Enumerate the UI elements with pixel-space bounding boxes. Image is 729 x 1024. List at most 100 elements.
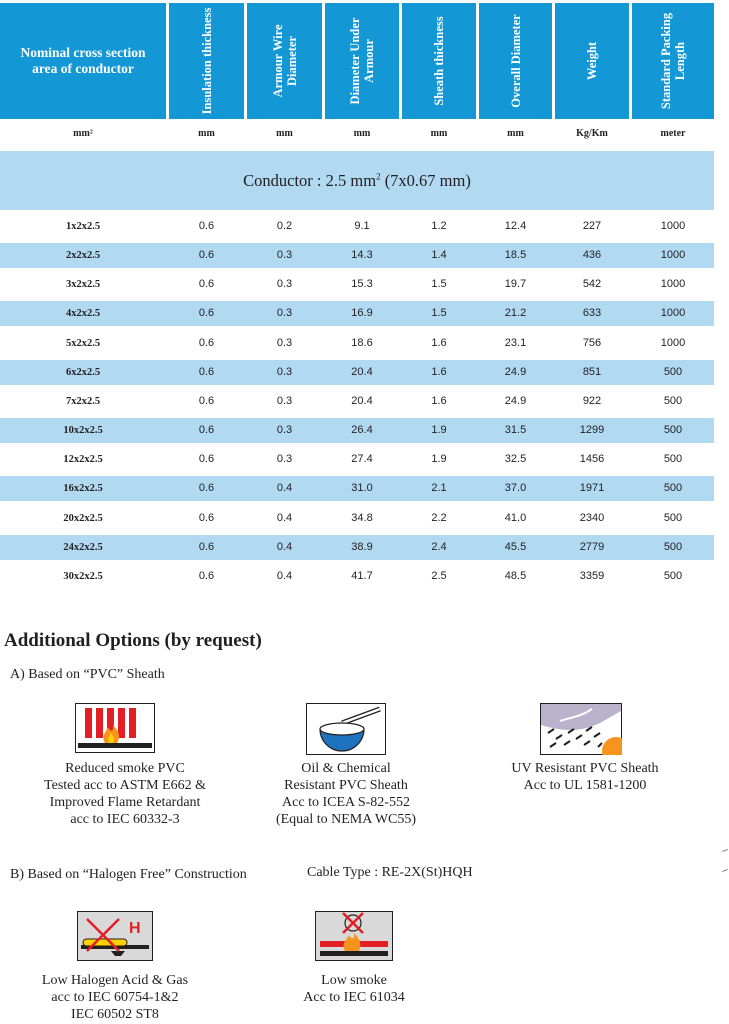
table-cell: 1.4	[431, 249, 447, 262]
conductor-band: Conductor : 2.5 mm2 (7x0.67 mm)	[0, 151, 714, 210]
table-cell: 1.6	[431, 365, 447, 378]
table-cell: 436	[582, 249, 602, 262]
table-cell: 500	[663, 424, 683, 437]
header-diameter-under-armour: Diameter Under Armour	[325, 3, 399, 119]
table-cell: 16.9	[351, 307, 373, 320]
table-row: 7x2x2.5 0.6 0.3 20.4 1.6 24.9 922 500	[0, 389, 714, 414]
table-cell: 0.4	[276, 540, 293, 553]
unit-label: meter	[660, 128, 686, 139]
table-cell: 20x2x2.5	[63, 512, 103, 524]
table-cell: 0.3	[276, 336, 293, 349]
table-cell: 0.6	[198, 569, 215, 582]
table-row: 24x2x2.5 0.6 0.4 38.9 2.4 45.5 2779 500	[0, 534, 714, 560]
table-cell: 31.5	[504, 424, 527, 437]
table-row: 3x2x2.5 0.6 0.3 15.3 1.5 19.7 542 1000	[0, 272, 714, 297]
table-cell: 2.5	[431, 569, 447, 582]
table-row: 1x2x2.5 0.6 0.2 9.1 1.2 12.4 227 1000	[0, 214, 714, 239]
table-cell: 500	[663, 569, 683, 582]
table-cell: 0.6	[198, 482, 215, 495]
header-packing-length: Standard Packing Length	[632, 3, 714, 119]
table-cell: 0.3	[276, 307, 293, 320]
table-cell: 2779	[579, 540, 605, 553]
section-b-label: B) Based on “Halogen Free” Construction	[10, 867, 247, 882]
table-cell: 500	[663, 365, 683, 378]
section-a-label: A) Based on “PVC” Sheath	[10, 667, 165, 682]
table-cell: 1000	[660, 249, 686, 262]
table-cell: 0.6	[198, 307, 215, 320]
uv-resistant-icon	[540, 703, 622, 755]
table-cell: 20.4	[351, 365, 373, 378]
header-overall-diameter: Overall Diameter	[479, 3, 552, 119]
table-cell: 0.4	[276, 511, 293, 524]
table-cell: 10x2x2.5	[63, 425, 103, 437]
table-cell: 2.1	[431, 482, 447, 495]
table-cell: 1456	[579, 453, 605, 466]
table-cell: 0.6	[198, 249, 215, 262]
table-cell: 34.8	[351, 511, 373, 524]
table-cell: 0.3	[276, 424, 293, 437]
table-cell: 1000	[660, 220, 686, 232]
table-cell: 1000	[660, 336, 686, 349]
header-insulation: Insulation thickness	[169, 3, 244, 119]
table-cell: 1299	[579, 424, 605, 437]
unit-label: mm	[430, 128, 448, 139]
table-cell: 1.2	[431, 220, 447, 232]
table-cell: 23.1	[504, 336, 527, 349]
table-cell: 0.6	[198, 540, 215, 553]
table-cell: 1.5	[431, 307, 447, 320]
table-cell: 0.6	[198, 394, 215, 407]
table-cell: 500	[663, 482, 683, 495]
uv-resistant-caption: UV Resistant PVC Sheath Acc to UL 1581-1…	[511, 761, 659, 793]
table-cell: 542	[582, 278, 602, 291]
table-cell: 30x2x2.5	[63, 570, 103, 582]
table-cell: 26.4	[351, 424, 373, 437]
table-row: 12x2x2.5 0.6 0.3 27.4 1.9 32.5 1456 500	[0, 447, 714, 472]
table-row: 4x2x2.5 0.6 0.3 16.9 1.5 21.2 633 1000	[0, 301, 714, 327]
table-cell: 2340	[579, 511, 605, 524]
table-cell: 3x2x2.5	[65, 279, 101, 291]
table-row: 16x2x2.5 0.6 0.4 31.0 2.1 37.0 1971 500	[0, 476, 714, 502]
table-cell: 0.6	[198, 336, 215, 349]
table-cell: 24x2x2.5	[63, 541, 103, 553]
table-cell: 1.5	[431, 278, 447, 291]
table-cell: 500	[663, 511, 683, 524]
table-cell: 18.6	[351, 336, 373, 349]
table-cell: 2x2x2.5	[65, 250, 101, 262]
table-cell: 31.0	[351, 482, 373, 495]
table-cell: 922	[582, 394, 602, 407]
table-cell: 0.4	[276, 569, 293, 582]
low-halogen-icon: H	[77, 911, 153, 961]
edge-mark	[722, 849, 728, 852]
table-cell: 9.1	[354, 220, 370, 232]
table-cell: 7x2x2.5	[65, 395, 101, 407]
table-cell: 24.9	[504, 365, 527, 378]
table-cell: 32.5	[504, 453, 527, 466]
table-cell: 14.3	[351, 249, 373, 262]
table-cell: 4x2x2.5	[65, 308, 101, 320]
table-cell: 1000	[660, 307, 686, 320]
table-cell: 851	[582, 365, 602, 378]
low-halogen-caption: Low Halogen Acid & Gas acc to IEC 60754-…	[41, 973, 189, 1022]
table-cell: 27.4	[351, 453, 373, 466]
table-cell: 756	[582, 336, 602, 349]
table-cell: 2.2	[431, 511, 447, 524]
table-cell: 45.5	[504, 540, 527, 553]
table-cell: 0.3	[276, 278, 293, 291]
table-cell: 6x2x2.5	[65, 366, 101, 378]
table-cell: 2.4	[431, 540, 447, 553]
table-cell: 1.9	[431, 453, 447, 466]
table-cell: 0.4	[276, 482, 293, 495]
table-cell: 41.7	[351, 569, 373, 582]
table-cell: 15.3	[351, 278, 373, 291]
table-cell: 38.9	[351, 540, 373, 553]
header-sheath: Sheath thickness	[402, 3, 476, 119]
table-cell: 48.5	[504, 569, 527, 582]
unit-label: mm	[276, 128, 293, 139]
low-smoke-icon	[315, 911, 393, 961]
table-cell: 0.6	[198, 424, 215, 437]
table-cell: 37.0	[504, 482, 527, 495]
header-cross-section: Nominal cross section area of conductor	[0, 3, 166, 119]
table-cell: 633	[582, 307, 602, 320]
table-cell: 1x2x2.5	[65, 221, 101, 232]
table-cell: 0.6	[198, 278, 215, 291]
